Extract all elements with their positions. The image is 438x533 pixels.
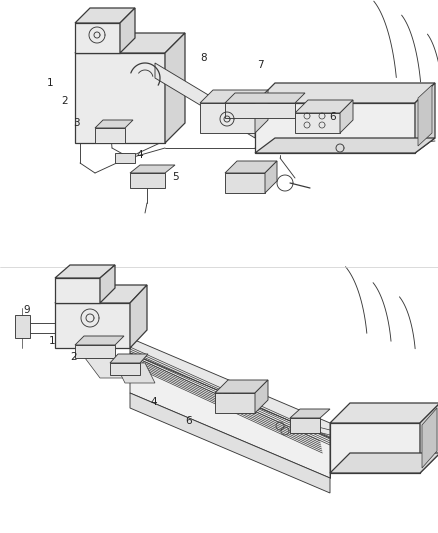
Polygon shape [15, 315, 30, 338]
Polygon shape [225, 173, 265, 193]
Text: 7: 7 [257, 60, 264, 70]
Polygon shape [75, 23, 120, 53]
Polygon shape [115, 153, 135, 163]
Polygon shape [330, 403, 438, 423]
Text: 2: 2 [61, 96, 68, 106]
Polygon shape [110, 354, 148, 363]
Polygon shape [200, 103, 255, 133]
Polygon shape [290, 418, 320, 433]
Polygon shape [130, 393, 330, 493]
Text: 3: 3 [73, 118, 80, 127]
Polygon shape [55, 285, 147, 303]
Text: 9: 9 [24, 305, 31, 315]
Polygon shape [165, 33, 185, 143]
Polygon shape [75, 336, 124, 345]
Text: 2: 2 [70, 352, 77, 362]
Polygon shape [85, 358, 135, 378]
Text: 8: 8 [200, 53, 207, 62]
Polygon shape [110, 363, 140, 375]
Polygon shape [418, 85, 432, 146]
Text: 1: 1 [47, 78, 54, 87]
Polygon shape [130, 285, 147, 348]
Polygon shape [255, 380, 268, 413]
Polygon shape [255, 90, 268, 133]
Polygon shape [330, 423, 420, 473]
Polygon shape [120, 8, 135, 53]
Polygon shape [130, 353, 330, 478]
Polygon shape [225, 161, 277, 173]
Polygon shape [200, 90, 268, 103]
Polygon shape [100, 265, 115, 303]
Polygon shape [155, 63, 255, 138]
Polygon shape [55, 265, 115, 278]
Polygon shape [415, 83, 435, 153]
Polygon shape [55, 303, 130, 348]
Polygon shape [225, 93, 305, 103]
Polygon shape [420, 403, 438, 473]
Text: 5: 5 [172, 172, 179, 182]
Text: 6: 6 [329, 112, 336, 122]
Polygon shape [75, 345, 115, 358]
Polygon shape [340, 100, 353, 133]
Polygon shape [330, 453, 438, 473]
Text: 4: 4 [150, 398, 157, 407]
Polygon shape [95, 120, 133, 128]
Polygon shape [75, 53, 165, 143]
Polygon shape [265, 161, 277, 193]
Polygon shape [55, 278, 100, 303]
Text: 4: 4 [137, 150, 144, 159]
Polygon shape [75, 33, 185, 53]
Polygon shape [130, 173, 165, 188]
Polygon shape [215, 393, 255, 413]
Polygon shape [422, 408, 437, 468]
Polygon shape [115, 363, 155, 383]
Polygon shape [130, 338, 330, 438]
Polygon shape [215, 380, 268, 393]
Polygon shape [95, 128, 125, 143]
Polygon shape [295, 100, 353, 113]
Polygon shape [75, 8, 135, 23]
Text: 1: 1 [49, 336, 56, 346]
Polygon shape [290, 409, 330, 418]
Polygon shape [255, 103, 415, 153]
Polygon shape [255, 83, 435, 103]
Polygon shape [255, 138, 435, 153]
Polygon shape [130, 165, 175, 173]
Text: 6: 6 [185, 416, 192, 426]
Polygon shape [225, 103, 295, 118]
Polygon shape [295, 113, 340, 133]
